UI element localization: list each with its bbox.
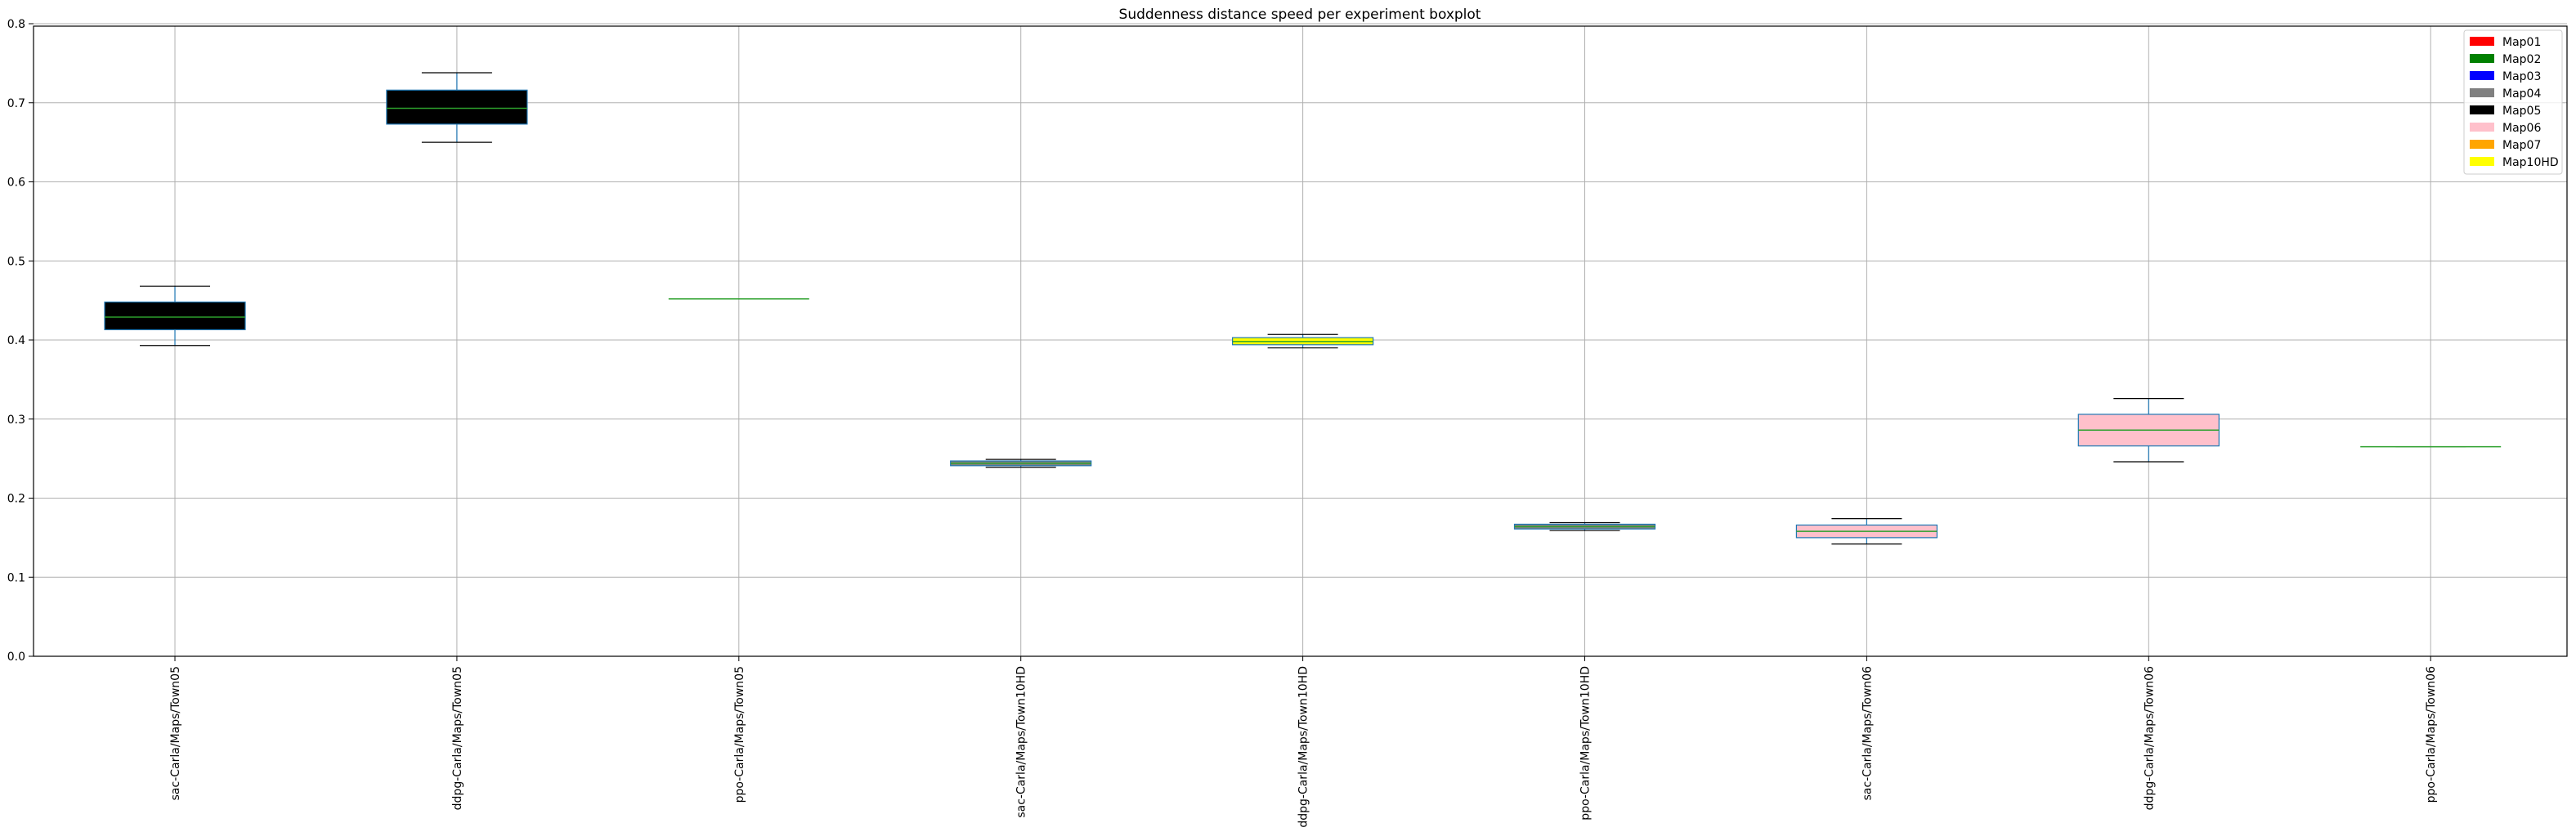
- box-2: [386, 72, 528, 143]
- box-8: [2077, 397, 2220, 463]
- y-tick-label: 0.3: [7, 414, 25, 427]
- y-tick-label: 0.8: [7, 18, 25, 31]
- x-tick-label: sac-Carla/Maps/Town06: [1861, 666, 1874, 800]
- legend-swatch: [2470, 157, 2494, 166]
- box-5: [1231, 333, 1374, 349]
- box-6: [1513, 521, 1656, 531]
- legend-swatch: [2470, 105, 2494, 114]
- legend-label: Map02: [2502, 53, 2541, 66]
- x-tick-label: ddpg-Carla/Maps/Town10HD: [1297, 666, 1310, 828]
- box-body: [386, 89, 528, 125]
- legend-label: Map03: [2502, 70, 2541, 83]
- legend-label: Map07: [2502, 139, 2541, 152]
- x-tick-label: ppo-Carla/Maps/Town05: [733, 666, 746, 803]
- legend-swatch: [2470, 54, 2494, 63]
- legend-swatch: [2470, 140, 2494, 149]
- box-4: [950, 458, 1092, 468]
- y-tick-label: 0.4: [7, 334, 25, 347]
- legend-label: Map01: [2502, 36, 2541, 49]
- legend-label: Map05: [2502, 105, 2541, 118]
- box-series: [104, 72, 2502, 545]
- chart-title: Suddenness distance speed per experiment…: [1119, 7, 1481, 23]
- y-tick-label: 0.0: [7, 651, 25, 664]
- y-tick-label: 0.1: [7, 571, 25, 584]
- legend-swatch: [2470, 88, 2494, 97]
- box-7: [1795, 518, 1938, 545]
- legend: Map01 Map02 Map03 Map04 Map05 Map06 Map07 Map10…: [2463, 29, 2563, 175]
- x-axis: sac-Carla/Maps/Town05 ddpg-Carla/Maps/Tow…: [169, 656, 2438, 828]
- legend-label: Map10HD: [2502, 156, 2559, 169]
- x-tick-label: ddpg-Carla/Maps/Town05: [451, 666, 464, 810]
- y-tick-label: 0.7: [7, 97, 25, 110]
- legend-frame: [2463, 29, 2563, 175]
- y-axis: 0.0 0.1 0.2 0.3 0.4 0.5 0.6 0.7 0.8: [7, 18, 34, 664]
- x-tick-label: ddpg-Carla/Maps/Town06: [2143, 666, 2156, 810]
- y-tick-label: 0.6: [7, 177, 25, 190]
- legend-label: Map06: [2502, 122, 2541, 135]
- box-1: [104, 285, 246, 347]
- legend-swatch: [2470, 123, 2494, 132]
- legend-swatch: [2470, 71, 2494, 80]
- x-tick-label: sac-Carla/Maps/Town10HD: [1015, 666, 1028, 818]
- legend-label: Map04: [2502, 87, 2541, 101]
- plot-frame: [33, 25, 2568, 657]
- box-body: [104, 301, 246, 331]
- x-tick-label: ppo-Carla/Maps/Town06: [2425, 666, 2438, 803]
- legend-swatch: [2470, 37, 2494, 46]
- y-tick-label: 0.2: [7, 493, 25, 506]
- x-tick-label: ppo-Carla/Maps/Town10HD: [1579, 666, 1593, 821]
- x-tick-label: sac-Carla/Maps/Town05: [169, 666, 182, 800]
- y-tick-label: 0.5: [7, 255, 25, 268]
